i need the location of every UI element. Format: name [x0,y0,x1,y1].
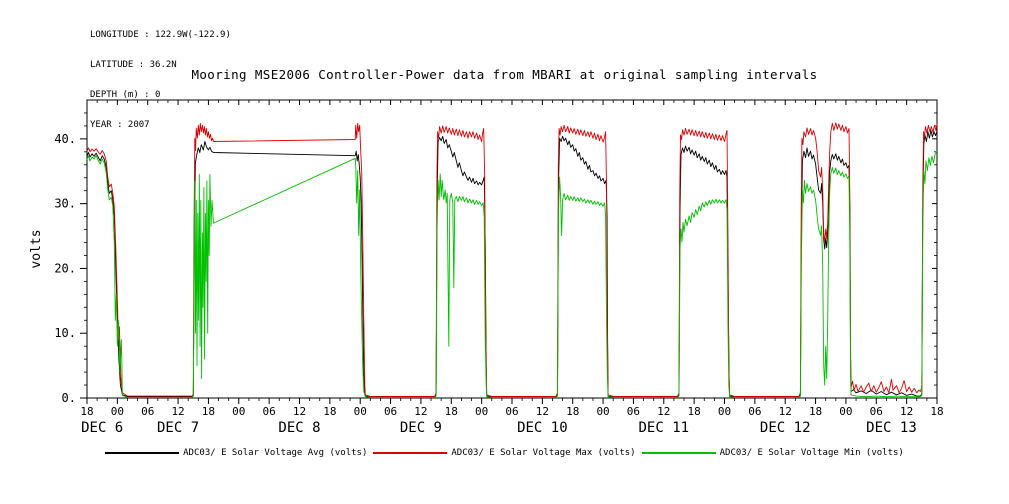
x-axis-tick-label: 00 [475,405,488,418]
x-axis-tick-label: 06 [505,405,518,418]
x-axis-tick-label: 12 [779,405,792,418]
x-axis-tick-label: 06 [627,405,640,418]
legend-swatch-max [373,452,448,454]
x-axis-tick-label: 06 [870,405,883,418]
year-label: YEAR : 2007 [90,120,150,130]
chart-title: Mooring MSE2006 Controller-Power data fr… [191,67,818,82]
legend-label-avg: ADC03/ E Solar Voltage Avg (volts) [183,448,368,458]
y-axis-title: volts [29,229,44,268]
y-axis-tick-label: 0. [62,391,76,405]
metadata-block: LONGITUDE : 122.9W(-122.9) LATITUDE : 36… [90,10,231,150]
x-axis-tick-label: 00 [354,405,367,418]
x-axis-tick-label: 12 [293,405,306,418]
depth-label: DEPTH (m) : 0 [90,90,161,100]
x-axis-tick-label: 00 [232,405,245,418]
series-line-1 [86,122,938,397]
x-axis-tick-label: 12 [900,405,913,418]
x-axis-tick-label: 12 [657,405,670,418]
x-axis-date-label: DEC 6 [81,420,123,436]
x-axis-tick-label: 18 [80,405,93,418]
x-axis-tick-label: 12 [171,405,184,418]
x-axis-date-label: DEC 8 [278,420,320,436]
legend-item-max: ADC03/ E Solar Voltage Max (volts) [373,448,636,458]
latitude-label: LATITUDE : 36.2N [90,60,177,70]
x-axis-tick-label: 18 [202,405,215,418]
series-line-2 [86,150,938,398]
x-axis-date-label: DEC 11 [638,420,689,436]
legend-swatch-avg [105,452,180,454]
x-axis-date-label: DEC 9 [400,420,442,436]
x-axis-tick-label: 18 [566,405,579,418]
legend-label-min: ADC03/ E Solar Voltage Min (volts) [719,448,904,458]
legend-item-avg: ADC03/ E Solar Voltage Avg (volts) [105,448,367,458]
x-axis-tick-label: 00 [111,405,124,418]
y-axis-tick-label: 20. [54,261,76,275]
y-axis-tick-label: 10. [54,326,76,340]
x-axis-date-label: DEC 7 [157,420,199,436]
y-axis-tick-label: 40. [54,132,76,146]
longitude-label: LONGITUDE : 122.9W(-122.9) [90,30,231,40]
x-axis-tick-label: 18 [323,405,336,418]
x-axis-tick-label: 06 [141,405,154,418]
x-axis-tick-label: 18 [445,405,458,418]
legend-swatch-min [641,452,716,454]
x-axis-tick-label: 18 [809,405,822,418]
x-axis-tick-label: 06 [384,405,397,418]
x-axis-date-label: DEC 13 [866,420,917,436]
x-axis-tick-label: 12 [414,405,427,418]
x-axis-tick-label: 00 [718,405,731,418]
legend-item-min: ADC03/ E Solar Voltage Min (volts) [641,448,904,458]
y-axis-tick-label: 30. [54,197,76,211]
x-axis-tick-label: 00 [839,405,852,418]
x-axis-tick-label: 00 [596,405,609,418]
legend-label-max: ADC03/ E Solar Voltage Max (volts) [451,448,636,458]
plot-frame [86,99,938,399]
x-axis-tick-label: 18 [688,405,701,418]
x-axis-date-label: DEC 12 [760,420,811,436]
x-axis-tick-label: 12 [536,405,549,418]
series-line-0 [86,129,938,398]
x-axis-tick-label: 06 [748,405,761,418]
x-axis-date-label: DEC 10 [517,420,568,436]
chart-legend: ADC03/ E Solar Voltage Avg (volts) ADC03… [0,448,1009,458]
x-axis-tick-label: 06 [263,405,276,418]
x-axis-tick-label: 18 [930,405,943,418]
